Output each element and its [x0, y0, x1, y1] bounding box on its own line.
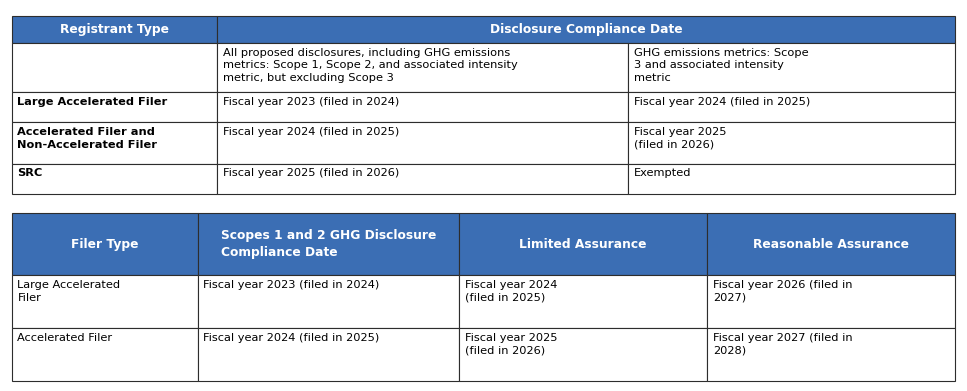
Text: Fiscal year 2025
(filed in 2026): Fiscal year 2025 (filed in 2026)	[633, 127, 726, 150]
Bar	[218, 16, 955, 43]
Bar	[197, 328, 459, 381]
Bar	[197, 275, 459, 328]
Bar	[628, 164, 955, 194]
Text: Fiscal year 2027 (filed in
2028): Fiscal year 2027 (filed in 2028)	[713, 333, 853, 356]
Bar	[218, 122, 628, 164]
Bar	[707, 213, 955, 275]
Bar	[12, 275, 197, 328]
Text: Filer Type: Filer Type	[71, 238, 138, 251]
Bar	[12, 92, 218, 122]
Text: Large Accelerated Filer: Large Accelerated Filer	[17, 97, 167, 107]
Text: Fiscal year 2023 (filed in 2024): Fiscal year 2023 (filed in 2024)	[203, 280, 380, 290]
Bar	[197, 213, 459, 275]
Text: Accelerated Filer: Accelerated Filer	[17, 333, 112, 343]
Bar	[218, 43, 628, 92]
Bar	[628, 122, 955, 164]
Bar	[459, 275, 707, 328]
Text: Fiscal year 2024 (filed in 2025): Fiscal year 2024 (filed in 2025)	[633, 97, 810, 107]
Text: Fiscal year 2025
(filed in 2026): Fiscal year 2025 (filed in 2026)	[465, 333, 557, 356]
Text: Fiscal year 2024 (filed in 2025): Fiscal year 2024 (filed in 2025)	[223, 127, 399, 137]
Bar	[12, 16, 218, 43]
Bar	[12, 328, 197, 381]
Bar	[12, 122, 218, 164]
Text: Scopes 1 and 2 GHG Disclosure
Compliance Date: Scopes 1 and 2 GHG Disclosure Compliance…	[220, 229, 436, 259]
Text: Registrant Type: Registrant Type	[60, 23, 169, 36]
Bar	[459, 213, 707, 275]
Text: Large Accelerated
Filer: Large Accelerated Filer	[17, 280, 121, 303]
Bar	[707, 328, 955, 381]
Bar	[628, 43, 955, 92]
Text: Fiscal year 2026 (filed in
2027): Fiscal year 2026 (filed in 2027)	[713, 280, 853, 303]
Bar	[707, 275, 955, 328]
Text: Fiscal year 2023 (filed in 2024): Fiscal year 2023 (filed in 2024)	[223, 97, 399, 107]
Text: Fiscal year 2024
(filed in 2025): Fiscal year 2024 (filed in 2025)	[465, 280, 557, 303]
Text: SRC: SRC	[17, 169, 43, 178]
Text: Limited Assurance: Limited Assurance	[519, 238, 647, 251]
Text: Reasonable Assurance: Reasonable Assurance	[753, 238, 909, 251]
Bar	[459, 328, 707, 381]
Text: Disclosure Compliance Date: Disclosure Compliance Date	[490, 23, 683, 36]
Bar	[218, 164, 628, 194]
Text: Accelerated Filer and
Non-Accelerated Filer: Accelerated Filer and Non-Accelerated Fi…	[17, 127, 158, 150]
Text: GHG emissions metrics: Scope
3 and associated intensity
metric: GHG emissions metrics: Scope 3 and assoc…	[633, 48, 808, 83]
Bar	[12, 164, 218, 194]
Text: Fiscal year 2025 (filed in 2026): Fiscal year 2025 (filed in 2026)	[223, 169, 399, 178]
Text: All proposed disclosures, including GHG emissions
metrics: Scope 1, Scope 2, and: All proposed disclosures, including GHG …	[223, 48, 518, 83]
Bar	[628, 92, 955, 122]
Bar	[12, 43, 218, 92]
Bar	[218, 92, 628, 122]
Text: Exempted: Exempted	[633, 169, 691, 178]
Text: Fiscal year 2024 (filed in 2025): Fiscal year 2024 (filed in 2025)	[203, 333, 380, 343]
Bar	[12, 213, 197, 275]
